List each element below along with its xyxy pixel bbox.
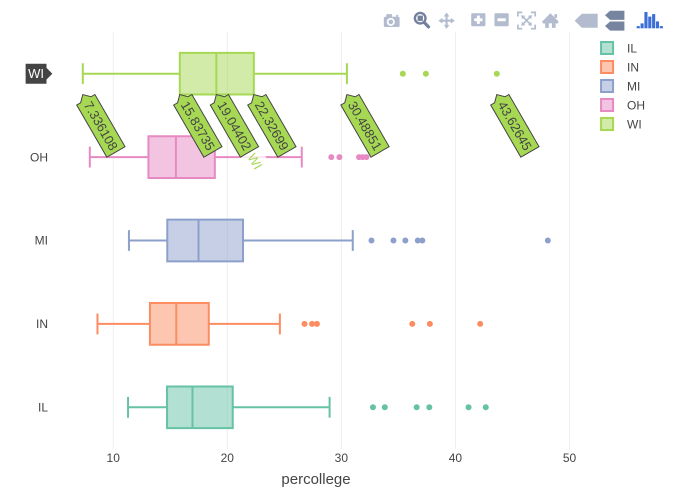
svg-text:MI: MI [627,80,640,94]
svg-text:IL: IL [627,42,637,56]
svg-text:percollege: percollege [281,471,350,488]
svg-text:IN: IN [627,61,639,75]
svg-text:WI: WI [627,118,642,132]
svg-text:OH: OH [627,99,645,113]
